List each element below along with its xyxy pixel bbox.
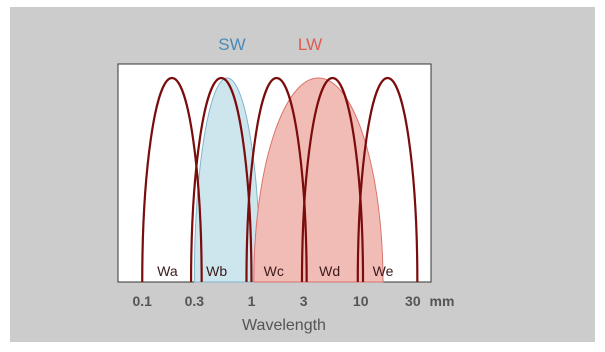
x-unit-label: mm — [430, 293, 455, 309]
window-layer: Wa Wb Wc Wd We — [141, 76, 419, 283]
x-tick-label: 0.1 — [132, 293, 152, 309]
window-curve-wa — [141, 76, 203, 283]
window-curve-wd — [300, 76, 365, 283]
legend-sw: SW — [218, 35, 245, 54]
window-label-we: We — [373, 263, 394, 279]
x-axis-title: Wavelength — [242, 317, 326, 334]
window-curve-we — [356, 76, 419, 283]
x-tick-label: 30 — [405, 293, 421, 309]
x-tick-label: 3 — [300, 293, 308, 309]
window-label-wb: Wb — [206, 263, 227, 279]
band-lw — [253, 77, 384, 283]
band-layer — [193, 77, 384, 283]
legend: SW LW — [218, 35, 322, 54]
window-label-wd: Wd — [319, 263, 340, 279]
window-curve-wb — [189, 76, 253, 283]
window-label-wa: Wa — [157, 263, 178, 279]
window-label-wc: Wc — [264, 263, 284, 279]
x-tick-label: 0.3 — [185, 293, 205, 309]
window-curve-wc — [245, 76, 308, 283]
x-tick-label: 1 — [248, 293, 256, 309]
x-tick-label: 10 — [353, 293, 369, 309]
x-tick-labels: 0.1 0.3 1 3 10 30 — [132, 293, 420, 309]
legend-lw: LW — [298, 35, 322, 54]
